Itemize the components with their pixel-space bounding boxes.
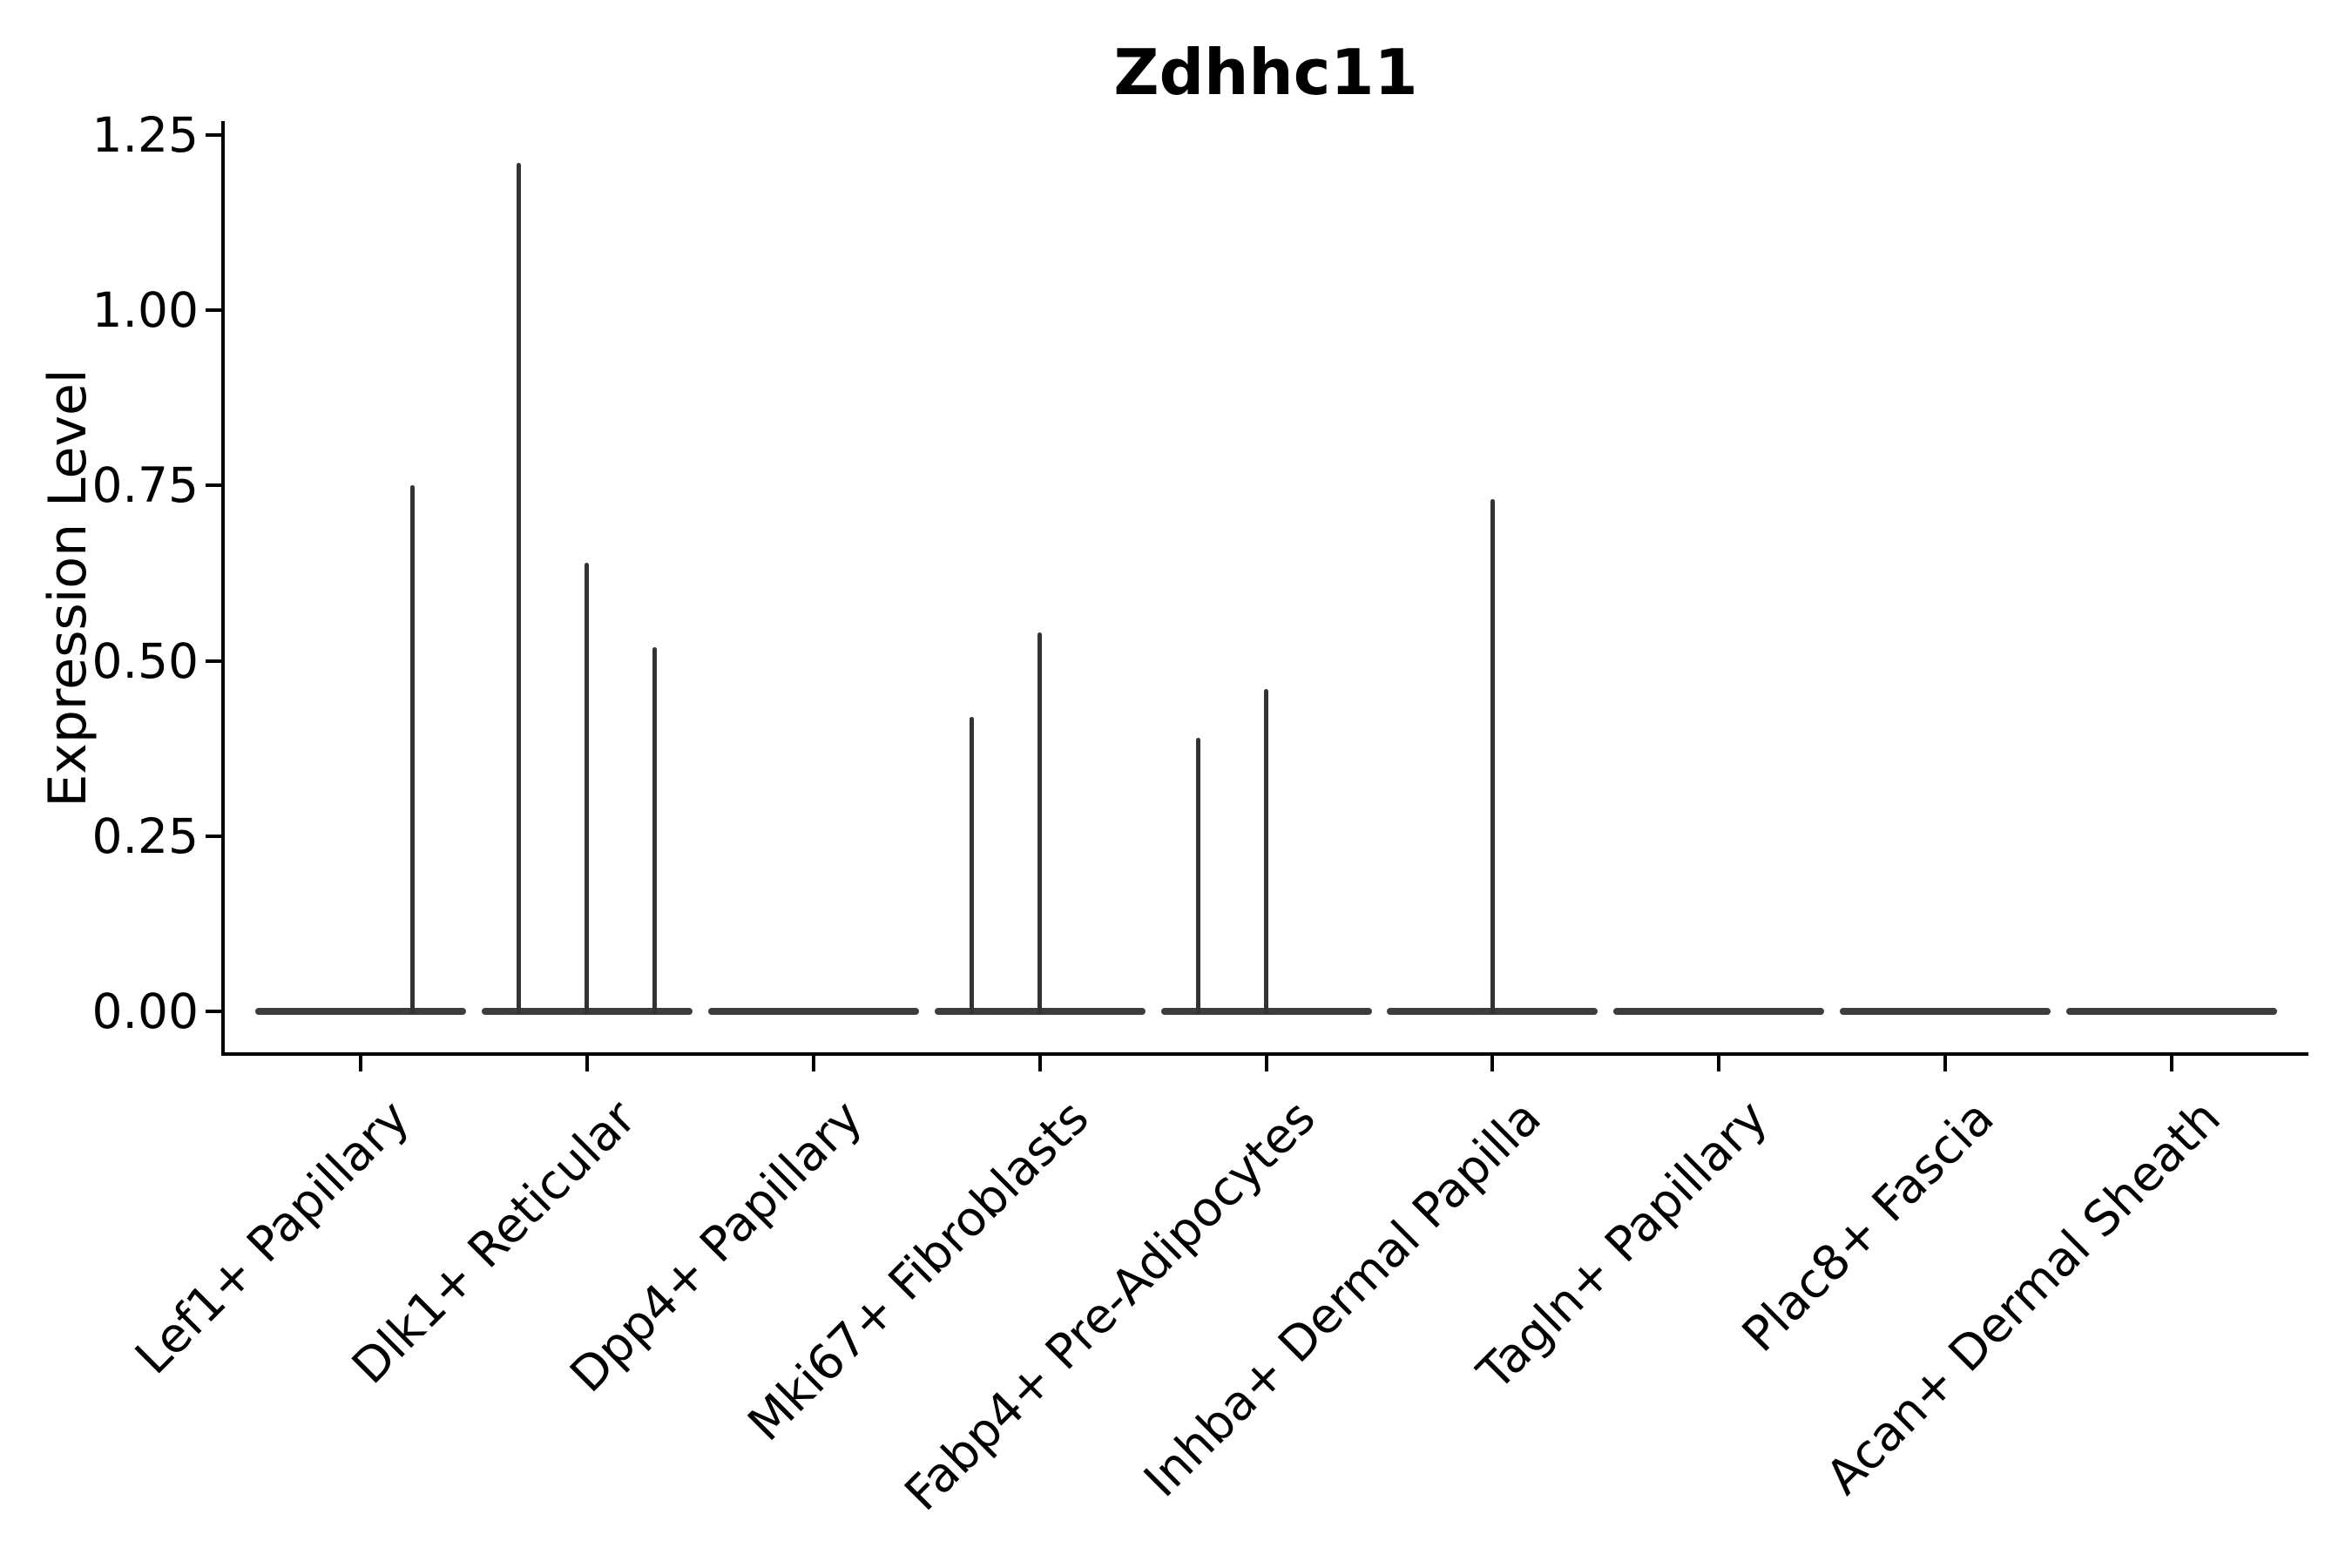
violin-spike: [1196, 738, 1201, 1014]
x-tick-mark: [1037, 1056, 1042, 1071]
y-tick-label: 0.50: [91, 632, 199, 689]
x-tick-label: Inhba+ Dermal Papilla: [1133, 1089, 1552, 1508]
violin-spike: [1264, 688, 1268, 1014]
y-tick-mark: [206, 659, 221, 663]
x-tick-mark: [1717, 1056, 1721, 1071]
x-tick-mark: [1490, 1056, 1495, 1071]
y-tick-mark: [206, 308, 221, 313]
x-tick-label: Fabp4+ Pre-Adipocytes: [893, 1089, 1326, 1522]
y-tick-mark: [206, 483, 221, 488]
violin-spike: [1037, 632, 1043, 1014]
y-axis-label: Expression Level: [37, 368, 98, 808]
y-tick-label: 0.25: [91, 808, 199, 864]
x-tick-mark: [1264, 1056, 1268, 1071]
x-tick-mark: [811, 1056, 815, 1071]
y-tick-label: 1.25: [91, 107, 199, 163]
y-tick-mark: [206, 133, 221, 137]
violin-spike: [517, 163, 522, 1014]
chart-title: Zdhhc11: [1113, 36, 1418, 109]
y-tick-label: 1.00: [91, 282, 199, 339]
violin-spike: [652, 646, 658, 1014]
y-tick-mark: [206, 1010, 221, 1013]
violin-body: [255, 1008, 466, 1015]
violin-spike: [970, 716, 975, 1014]
y-tick-label: 0.00: [91, 983, 199, 1039]
violin-spike: [585, 562, 590, 1014]
x-tick-mark: [1943, 1056, 1948, 1071]
violin-body: [2066, 1008, 2277, 1015]
x-tick-mark: [2170, 1056, 2173, 1071]
violin-spike: [410, 485, 416, 1014]
violin-body: [707, 1008, 919, 1015]
y-tick-mark: [206, 834, 221, 838]
violin-body: [1613, 1008, 1825, 1015]
y-tick-label: 0.75: [91, 457, 199, 514]
violin-spike: [1490, 499, 1495, 1014]
x-tick-mark: [359, 1056, 362, 1071]
x-tick-label: Acan+ Dermal Sheath: [1815, 1089, 2231, 1505]
x-axis-spine: [221, 1052, 2308, 1056]
violin-body: [1840, 1008, 2051, 1015]
x-tick-mark: [585, 1056, 589, 1071]
y-axis-spine: [221, 121, 225, 1056]
